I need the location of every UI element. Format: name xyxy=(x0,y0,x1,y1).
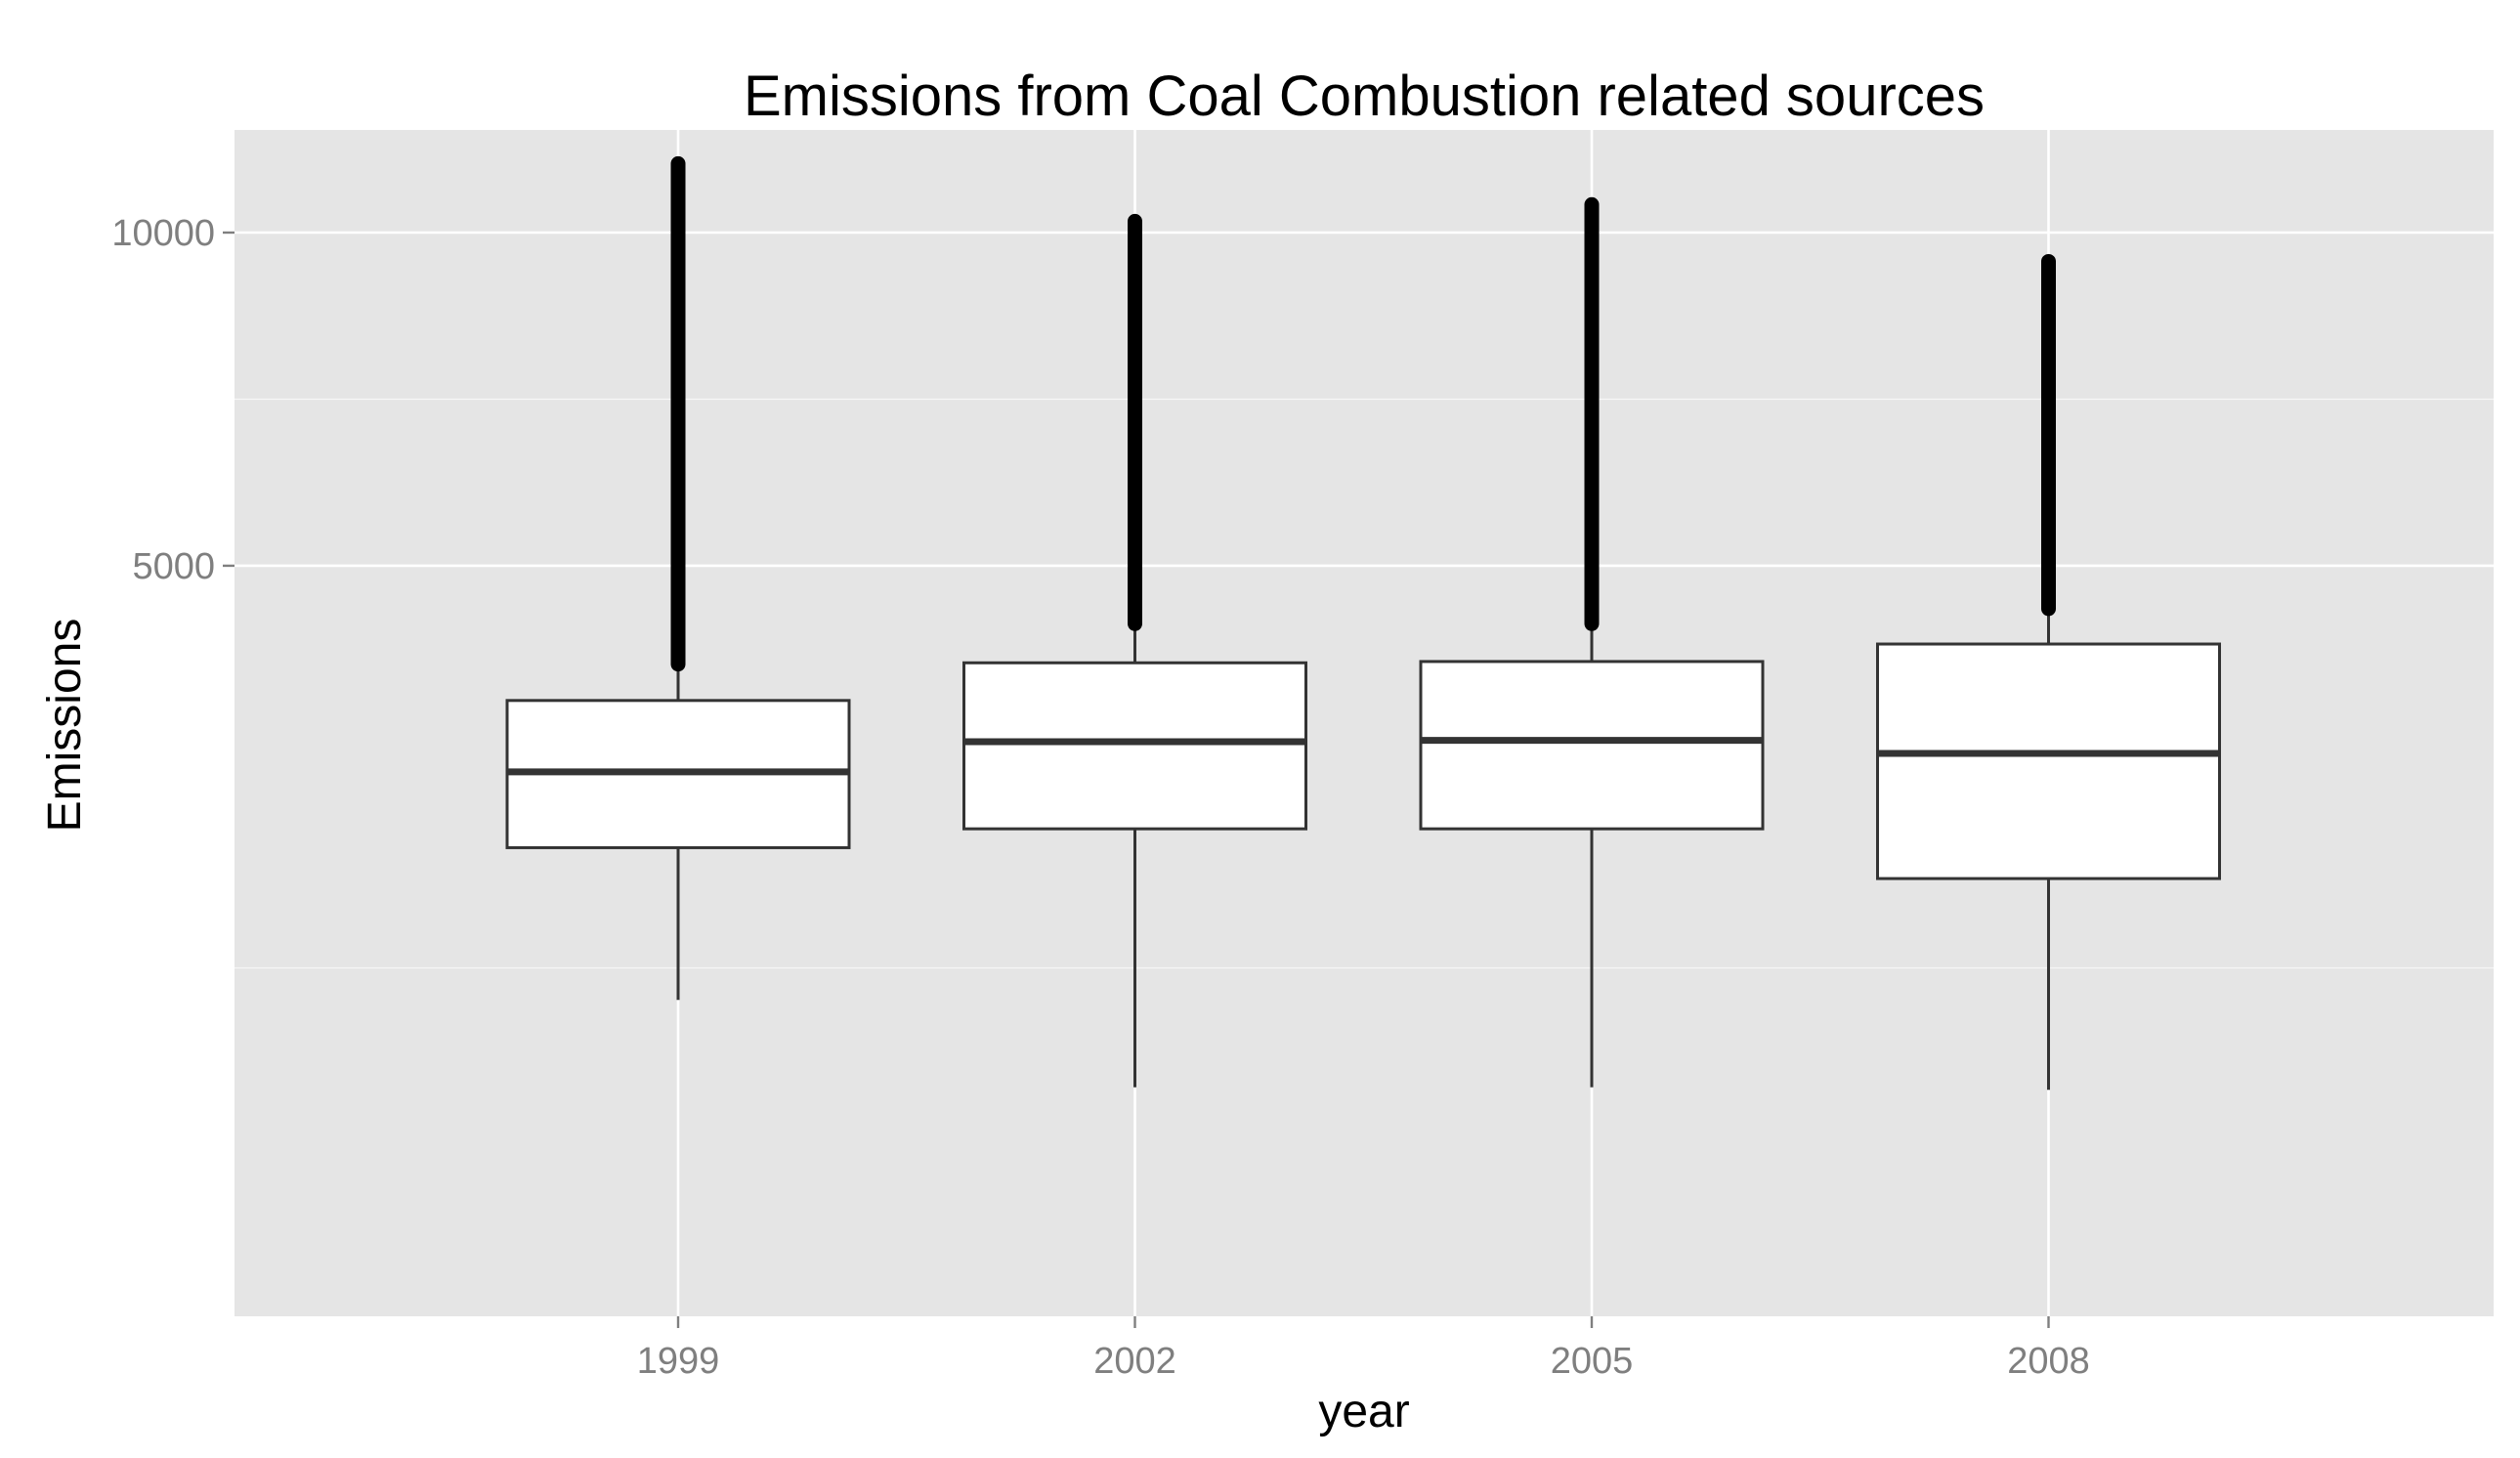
x-tick-label: 1999 xyxy=(637,1341,720,1382)
box-group-1999 xyxy=(505,155,851,1001)
box-layer xyxy=(505,155,2221,1091)
y-tick-label: 5000 xyxy=(132,546,215,587)
x-tick-label: 2008 xyxy=(2007,1341,2090,1382)
box-iqr xyxy=(1419,660,1765,831)
x-tick-label: 2002 xyxy=(1093,1341,1176,1382)
box-iqr xyxy=(1876,642,2221,880)
box-iqr xyxy=(962,661,1307,831)
y-axis-title: Emissions xyxy=(39,619,91,833)
box-group-2008 xyxy=(1876,253,2221,1091)
box-group-2002 xyxy=(962,213,1307,1088)
box-group-2005 xyxy=(1419,196,1765,1088)
x-tick-label: 2005 xyxy=(1551,1341,1634,1382)
axis-layer: 5000 10000 1999 2002 2005 2008 xyxy=(111,213,2089,1382)
x-axis-title: year xyxy=(1318,1386,1409,1437)
chart-title: Emissions from Coal Combustion related s… xyxy=(744,64,1985,128)
y-tick-label: 10000 xyxy=(111,213,215,254)
